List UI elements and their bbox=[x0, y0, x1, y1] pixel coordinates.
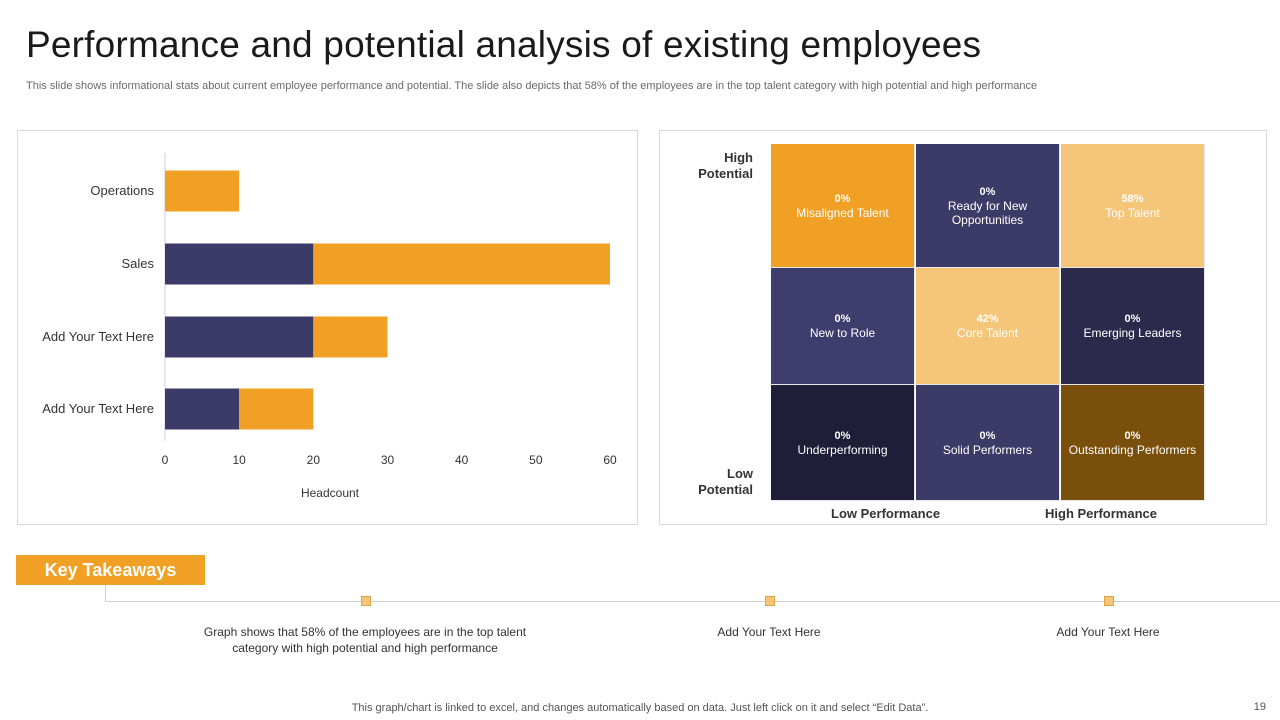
matrix-cell-percent: 0% bbox=[1124, 313, 1141, 325]
page-number: 19 bbox=[1253, 701, 1266, 713]
takeaways-connector bbox=[105, 585, 106, 601]
takeaway-marker bbox=[765, 596, 775, 606]
matrix-cell-label: Top Talent bbox=[1105, 205, 1160, 220]
takeaway-text-1: Graph shows that 58% of the employees ar… bbox=[203, 625, 527, 655]
x-axis-right-label: High Performance bbox=[1045, 506, 1157, 521]
x-tick-label: 60 bbox=[603, 453, 617, 467]
bar-segment[interactable] bbox=[165, 388, 240, 430]
x-axis-left-label: Low Performance bbox=[831, 506, 941, 521]
matrix-cell-percent: 0% bbox=[979, 185, 996, 198]
category-label: Sales bbox=[121, 256, 154, 271]
page-subtitle: This slide shows informational stats abo… bbox=[26, 80, 1038, 92]
matrix-cell: 42% Core Talent bbox=[916, 268, 1060, 385]
matrix-cell-label: Outstanding Performers bbox=[1068, 442, 1197, 457]
matrix-cell-percent: 0% bbox=[834, 313, 851, 325]
x-tick-label: 30 bbox=[381, 453, 395, 467]
headcount-bar-chart[interactable]: Operations Sales Add Your Text Here Add You… bbox=[18, 131, 637, 524]
matrix-cell-label: Misaligned Talent bbox=[796, 205, 889, 220]
matrix-cell-label: Emerging Leaders bbox=[1083, 326, 1182, 340]
talent-matrix-panel: High Potential Low Potential 0% Misaligne… bbox=[659, 130, 1267, 525]
page-title: Performance and potential analysis of ex… bbox=[26, 24, 982, 65]
matrix-cell-percent: 0% bbox=[834, 429, 851, 442]
matrix-cell-label: Underperforming bbox=[797, 442, 888, 457]
bar-segment[interactable] bbox=[313, 316, 388, 358]
matrix-cell-label: Core Talent bbox=[956, 326, 1019, 340]
x-tick-label: 0 bbox=[162, 453, 169, 467]
bar-segment[interactable] bbox=[165, 316, 314, 358]
takeaway-marker bbox=[1104, 596, 1114, 606]
matrix-cell: 0% New to Role bbox=[771, 268, 915, 385]
matrix-cell: 0% Emerging Leaders bbox=[1061, 268, 1205, 385]
matrix-cell-percent: 42% bbox=[976, 313, 999, 325]
bar-segment[interactable] bbox=[165, 243, 314, 285]
x-axis-title: Headcount bbox=[301, 486, 360, 500]
matrix-cell: 0% Misaligned Talent bbox=[771, 144, 915, 268]
x-tick-label: 50 bbox=[529, 453, 543, 467]
category-label: Add Your Text Here bbox=[42, 401, 154, 416]
y-axis-bottom-label: Low Potential bbox=[698, 466, 753, 497]
footer-note: This graph/chart is linked to excel, and… bbox=[351, 702, 929, 714]
takeaway-marker bbox=[361, 596, 371, 606]
matrix-cell: 0% Outstanding Performers bbox=[1061, 385, 1205, 501]
key-takeaways-badge: Key Takeaways bbox=[16, 555, 205, 585]
takeaways-timeline bbox=[105, 601, 1280, 602]
category-label: Operations bbox=[90, 183, 154, 198]
bar-segment[interactable] bbox=[165, 170, 240, 212]
matrix-cell-percent: 58% bbox=[1121, 192, 1144, 205]
y-axis-top-label: High Potential bbox=[698, 150, 753, 181]
x-tick-label: 40 bbox=[455, 453, 469, 467]
takeaway-text-3: Add Your Text Here bbox=[1056, 625, 1160, 639]
matrix-cell: 0% Solid Performers bbox=[916, 385, 1060, 501]
matrix-cell-percent: 0% bbox=[979, 429, 996, 442]
takeaway-text-2: Add Your Text Here bbox=[717, 625, 821, 639]
bar-segment[interactable] bbox=[313, 243, 610, 285]
category-label: Add Your Text Here bbox=[42, 329, 154, 344]
bar-segment[interactable] bbox=[239, 388, 314, 430]
matrix-cell: 0% Underperforming bbox=[771, 385, 915, 501]
x-tick-label: 20 bbox=[307, 453, 321, 467]
matrix-cell: 58% Top Talent bbox=[1061, 144, 1205, 268]
matrix-cell-label: New to Role bbox=[809, 326, 876, 340]
matrix-cell-percent: 0% bbox=[834, 192, 851, 205]
matrix-cell-label: Ready for New Opportunities bbox=[947, 198, 1028, 227]
matrix-cell-label: Solid Performers bbox=[942, 442, 1033, 457]
matrix-cell-percent: 0% bbox=[1124, 429, 1141, 442]
x-tick-label: 10 bbox=[232, 453, 246, 467]
bar-chart-panel: Operations Sales Add Your Text Here Add You… bbox=[17, 130, 638, 525]
matrix-cell: 0% Ready for New Opportunities bbox=[916, 144, 1060, 268]
